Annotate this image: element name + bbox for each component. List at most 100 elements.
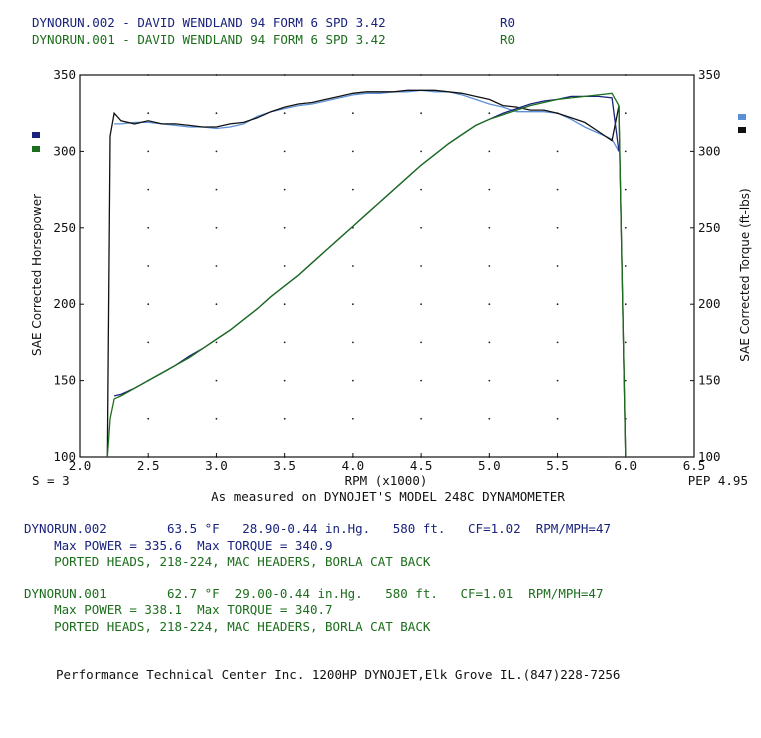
x-ticks: 2.0 2.5 3.0 3.5 4.0 4.5 5.0 5.5 6.0 6.5 <box>69 453 706 473</box>
y-tick-label-left: 150 <box>53 373 76 388</box>
grid-dot <box>624 188 627 191</box>
series-line-dynorun-002-torque <box>114 89 620 152</box>
grid-dot <box>556 226 559 229</box>
grid-dot <box>147 188 150 191</box>
grid-dot <box>351 112 354 115</box>
grid-dot <box>556 188 559 191</box>
chart-grid <box>147 74 627 458</box>
grid-dot <box>624 150 627 153</box>
x-tick-label: 5.5 <box>546 458 569 473</box>
y-axis-label-left: SAE Corrected Horsepower <box>30 194 44 356</box>
grid-dot <box>420 341 423 344</box>
grid-dot <box>488 379 491 382</box>
grid-dot <box>420 265 423 267</box>
y-tick-label-right: 200 <box>698 296 721 311</box>
grid-dot <box>215 226 218 229</box>
y-tick-label-left: 250 <box>53 220 76 235</box>
y-tick-label-left: 200 <box>53 296 76 311</box>
x-tick-label: 3.5 <box>273 458 296 473</box>
grid-dot <box>624 379 627 382</box>
grid-dot <box>351 341 354 344</box>
grid-dot <box>147 226 150 229</box>
grid-dot <box>624 303 627 306</box>
grid-dot <box>283 417 286 420</box>
grid-dot <box>283 112 286 115</box>
run1-title: DYNORUN.001 - DAVID WENDLAND 94 FORM 6 S… <box>32 32 386 47</box>
x-tick-label: 6.0 <box>614 458 637 473</box>
x-axis-label: RPM (x1000) <box>345 473 428 488</box>
grid-dot <box>283 303 286 306</box>
y-tick-label-left: 350 <box>53 67 76 82</box>
grid-dot <box>147 150 150 153</box>
grid-dot <box>488 226 491 229</box>
grid-dot <box>215 112 218 115</box>
x-tick-label: 5.0 <box>478 458 501 473</box>
grid-dot <box>420 417 423 420</box>
grid-dot <box>351 150 354 153</box>
grid-dot <box>420 150 423 153</box>
x-tick-label: 4.5 <box>410 458 433 473</box>
grid-dot <box>147 112 150 115</box>
series-line-dynorun-001-horsepower <box>106 92 627 458</box>
grid-dot <box>283 150 286 153</box>
series-line-dynorun-001-torque <box>106 89 627 458</box>
x-tick-label: 6.5 <box>683 458 706 473</box>
y-ticks-left: 100 150 200 250 300 350 <box>53 67 84 464</box>
x-tick-label: 3.0 <box>205 458 228 473</box>
grid-dot <box>556 341 559 344</box>
run1-info-line3: PORTED HEADS, 218-224, MAC HEADERS, BORL… <box>24 619 431 634</box>
grid-dot <box>624 112 627 115</box>
grid-dot <box>556 265 559 267</box>
grid-dot <box>556 303 559 306</box>
grid-dot <box>351 303 354 306</box>
run1-code: R0 <box>500 32 516 47</box>
y-axis-label-right: SAE Corrected Torque (ft-lbs) <box>738 188 752 361</box>
grid-dot <box>351 265 354 267</box>
grid-dot <box>283 265 286 267</box>
grid-dot <box>215 379 218 382</box>
grid-dot <box>147 265 150 267</box>
grid-dot <box>556 150 559 153</box>
grid-dot <box>556 379 559 382</box>
chart-curves <box>106 89 627 458</box>
grid-dot <box>351 188 354 191</box>
x-tick-label: 2.0 <box>69 458 92 473</box>
grid-dot <box>488 265 491 267</box>
y-tick-label-left: 100 <box>53 449 76 464</box>
grid-dot <box>351 379 354 382</box>
grid-dot <box>283 379 286 382</box>
grid-dot <box>283 341 286 344</box>
grid-dot <box>283 226 286 229</box>
x-tick-label: 4.0 <box>342 458 365 473</box>
grid-dot <box>215 341 218 344</box>
grid-dot <box>420 303 423 306</box>
grid-dot <box>488 303 491 306</box>
grid-dot <box>488 417 491 420</box>
y-tick-label-right: 350 <box>698 67 721 82</box>
run1-info-line1: DYNORUN.001 62.7 °F 29.00-0.44 in.Hg. 58… <box>24 586 604 601</box>
dyno-chart: 100 150 200 250 300 350 100 150 200 250 300 350 2.… <box>30 67 752 504</box>
legend-marker-run1 <box>32 146 40 152</box>
legend-marker-run2 <box>32 132 40 138</box>
y-tick-label-right: 100 <box>698 449 721 464</box>
grid-dot <box>420 188 423 191</box>
grid-dot <box>488 150 491 153</box>
grid-dot <box>283 188 286 191</box>
grid-dot <box>420 112 423 115</box>
legend-marker-run1-torque <box>738 127 746 133</box>
grid-dot <box>351 417 354 420</box>
run2-info-line1: DYNORUN.002 63.5 °F 28.90-0.44 in.Hg. 58… <box>24 521 611 536</box>
legend-marker-run2-torque <box>738 114 746 120</box>
grid-dot <box>624 226 627 229</box>
grid-dot <box>215 150 218 153</box>
grid-dot <box>488 112 491 115</box>
run1-info-line2: Max POWER = 338.1 Max TORQUE = 340.7 <box>24 602 333 617</box>
grid-dot <box>215 303 218 306</box>
footer-credit: Performance Technical Center Inc. 1200HP… <box>56 667 621 682</box>
y-tick-label-right: 300 <box>698 143 721 158</box>
smoothing-note: S = 3 <box>32 473 70 488</box>
grid-dot <box>624 265 627 267</box>
chart-subtitle: As measured on DYNOJET'S MODEL 248C DYNA… <box>211 489 565 504</box>
y-tick-label-right: 250 <box>698 220 721 235</box>
pep-note: PEP 4.95 <box>688 473 748 488</box>
